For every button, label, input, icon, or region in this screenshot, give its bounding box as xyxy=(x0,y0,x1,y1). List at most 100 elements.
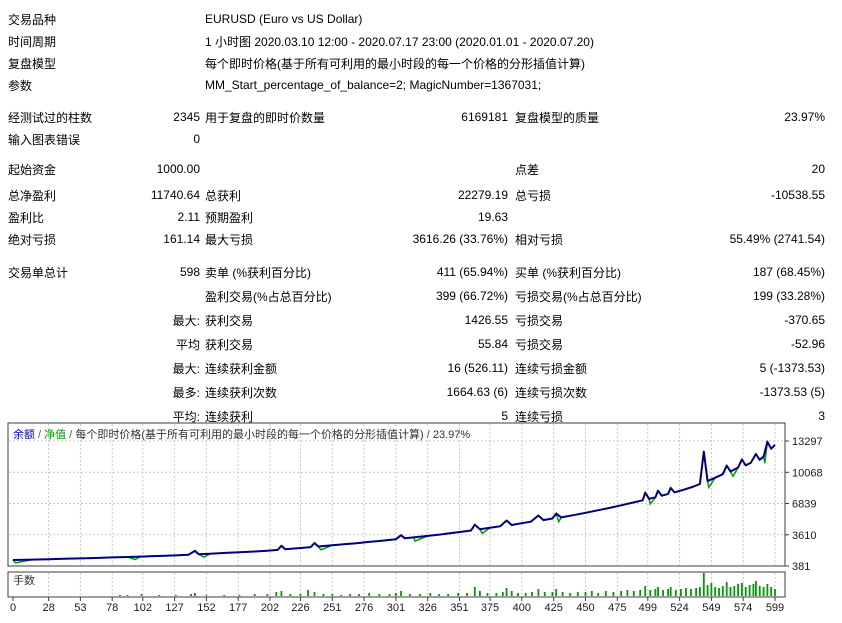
balance-line xyxy=(12,440,776,561)
report-row: 复盘模型 每个即时价格(基于所有可利用的最小时段的每一个价格的分形插值计算) xyxy=(8,52,825,74)
x-axis-label: 53 xyxy=(74,602,86,614)
x-axis-label: 499 xyxy=(639,602,657,614)
stat-label: 亏损交易 xyxy=(515,313,564,328)
stat-value: 最大: xyxy=(172,313,200,328)
legend-quality: 23.97% xyxy=(432,429,471,441)
legend-separator: / xyxy=(423,429,433,441)
report-row: 参数 MM_Start_percentage_of_balance=2; Magi… xyxy=(8,74,825,96)
stat-label: 连续获利次数 xyxy=(205,385,278,400)
stat-value: 55.49% (2741.54) xyxy=(729,232,825,246)
stat-value: 最大: xyxy=(172,361,200,376)
stat-label: 卖单 (%获利百分比) xyxy=(205,265,311,280)
x-axis-label: 574 xyxy=(734,602,752,614)
report-row: 盈利比 2.11 预期盈利 19.63 xyxy=(8,206,825,228)
stat-value: 199 (33.28%) xyxy=(752,289,825,303)
stat-value-wide: 1 小时图 2020.03.10 12:00 - 2020.07.17 23:0… xyxy=(205,34,594,49)
stat-value: 161.14 xyxy=(163,232,200,246)
stat-value: 5 xyxy=(501,409,508,423)
stat-label: 总获利 xyxy=(205,188,242,203)
report-row: 最大: 连续获利金额 16 (526.11) 连续亏损金额 5 (-1373.53) xyxy=(8,356,825,380)
x-axis-label: 78 xyxy=(106,602,118,614)
stat-label: 交易单总计 xyxy=(8,265,69,280)
report-table: 交易品种 EURUSD (Euro vs US Dollar) 时间周期 1 小时图 … xyxy=(8,8,825,428)
x-axis-label: 375 xyxy=(481,602,499,614)
stat-label: 总亏损 xyxy=(515,188,552,203)
stat-label: 获利交易 xyxy=(205,337,254,352)
report-row: 最大: 获利交易 1426.55 亏损交易 -370.65 xyxy=(8,308,825,332)
legend-balance: 余额 xyxy=(13,429,35,441)
x-axis-label: 127 xyxy=(165,602,183,614)
stat-value: 11740.64 xyxy=(150,188,200,202)
y-axis-label: 10068 xyxy=(792,467,823,479)
stat-label: 复盘模型 xyxy=(8,56,57,71)
x-axis-label: 102 xyxy=(134,602,152,614)
stat-value: 6169181 xyxy=(461,110,508,124)
equity-line xyxy=(12,439,776,564)
stat-label: 连续亏损次数 xyxy=(515,385,588,400)
x-axis-label: 152 xyxy=(197,602,215,614)
stat-label: 亏损交易 xyxy=(515,337,564,352)
x-axis-label: 475 xyxy=(608,602,626,614)
stat-label: 连续获利 xyxy=(205,409,254,424)
stat-label: 相对亏损 xyxy=(515,232,564,247)
chart-legend: 余额 / 净值 / 每个即时价格(基于所有可利用的最小时段的每一个价格的分形插值… xyxy=(13,426,470,442)
x-axis-label: 226 xyxy=(291,602,309,614)
stat-value: 平均 xyxy=(175,337,200,352)
report-row: 经测试过的柱数 2345 用于复盘的即时价数量 6169181 复盘模型的质量 23.97… xyxy=(8,106,825,128)
x-axis-label: 524 xyxy=(670,602,688,614)
stat-value: 20 xyxy=(811,162,825,176)
stat-value: 399 (66.72%) xyxy=(435,289,508,303)
stat-label: 盈利比 xyxy=(8,210,45,225)
x-axis-label: 177 xyxy=(229,602,247,614)
stat-label: 连续亏损 xyxy=(515,409,564,424)
stat-value: 3616.26 (33.76%) xyxy=(412,232,508,246)
stat-label: 输入图表错误 xyxy=(8,132,81,147)
y-axis-label: 13297 xyxy=(792,436,823,448)
report-row: 盈利交易(%占总百分比) 399 (66.72%) 亏损交易(%占总百分比) 199 … xyxy=(8,284,825,308)
stat-label: 复盘模型的质量 xyxy=(515,110,600,125)
y-axis-label: 381 xyxy=(792,561,810,573)
report-row: 交易单总计 598 卖单 (%获利百分比) 411 (65.94%) 买单 (%获利百分… xyxy=(8,260,825,284)
legend-separator: / xyxy=(35,429,45,441)
x-axis-label: 400 xyxy=(513,602,531,614)
stat-value-wide: MM_Start_percentage_of_balance=2; MagicN… xyxy=(205,78,542,92)
stat-value: 2.11 xyxy=(177,210,200,224)
stat-label: 连续亏损金额 xyxy=(515,361,588,376)
x-axis-label: 326 xyxy=(419,602,437,614)
legend-model-text: 每个即时价格(基于所有可利用的最小时段的每一个价格的分形插值计算) xyxy=(75,429,424,441)
report-row: 起始资金 1000.00 点差 20 xyxy=(8,158,825,180)
stat-value: 0 xyxy=(193,132,200,146)
report-row: 时间周期 1 小时图 2020.03.10 12:00 - 2020.07.17 … xyxy=(8,30,825,52)
stat-value: 1664.63 (6) xyxy=(446,385,508,399)
report-row: 平均 获利交易 55.84 亏损交易 -52.96 xyxy=(8,332,825,356)
stat-label: 获利交易 xyxy=(205,313,254,328)
stat-value: 5 (-1373.53) xyxy=(759,361,825,375)
stat-label: 交易品种 xyxy=(8,12,57,27)
stat-value: -10538.55 xyxy=(770,188,825,202)
stat-label: 预期盈利 xyxy=(205,210,254,225)
report-row: 绝对亏损 161.14 最大亏损 3616.26 (33.76%) 相对亏损 55.49%… xyxy=(8,228,825,250)
stat-value-wide: 每个即时价格(基于所有可利用的最小时段的每一个价格的分形插值计算) xyxy=(205,56,585,71)
report-row: 最多: 连续获利次数 1664.63 (6) 连续亏损次数 -1373.53 (5) xyxy=(8,380,825,404)
x-axis-label: 301 xyxy=(387,602,405,614)
x-axis-label: 0 xyxy=(10,602,16,614)
x-axis-label: 28 xyxy=(42,602,54,614)
stat-label: 绝对亏损 xyxy=(8,232,57,247)
legend-equity: 净值 xyxy=(44,429,67,441)
stat-label: 连续获利金额 xyxy=(205,361,278,376)
stat-label: 盈利交易(%占总百分比) xyxy=(205,289,332,304)
backtest-chart: 381 3610 6839 10068 13297 0 28 53 78 102 127 152 177… xyxy=(7,422,823,614)
legend-separator: / xyxy=(66,429,76,441)
x-axis-label: 351 xyxy=(450,602,468,614)
stat-value: 411 (65.94%) xyxy=(436,265,508,279)
x-axis-label: 202 xyxy=(261,602,279,614)
stat-value: 598 xyxy=(179,265,200,279)
x-axis-label: 599 xyxy=(766,602,784,614)
stat-label: 用于复盘的即时价数量 xyxy=(205,110,326,125)
stat-value: 22279.19 xyxy=(457,188,508,202)
x-axis-label: 450 xyxy=(576,602,594,614)
stat-value: -52.96 xyxy=(790,337,825,351)
x-axis-label: 251 xyxy=(323,602,341,614)
stat-value: 1000.00 xyxy=(156,162,200,176)
